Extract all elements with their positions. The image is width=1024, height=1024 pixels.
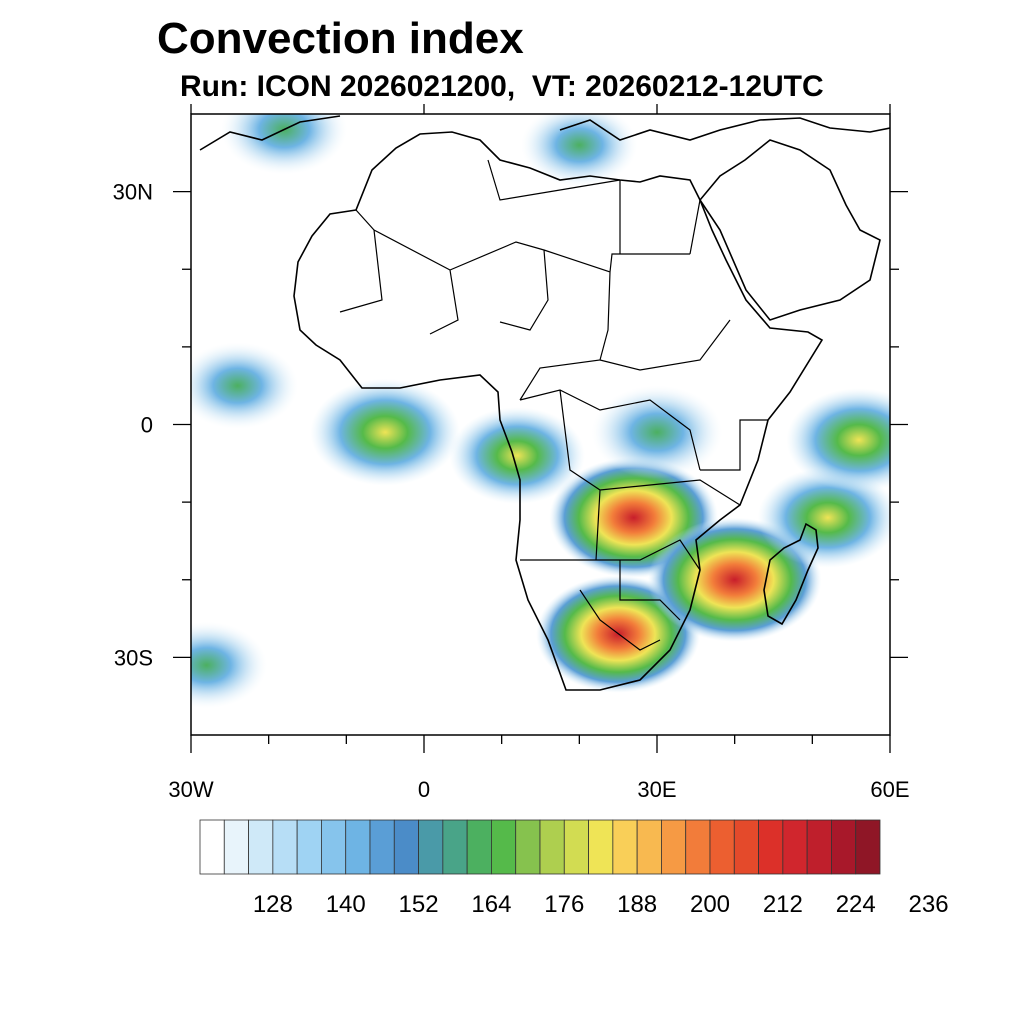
coastlines-borders [199, 115, 890, 691]
lon-tick-label: 0 [418, 777, 430, 802]
convection-eastern-med [521, 114, 638, 187]
colorbar-swatch [539, 819, 565, 875]
colorbar-swatch [248, 819, 274, 875]
colorbar-label: 212 [763, 891, 803, 918]
africa-coastline [293, 131, 824, 691]
colorbar-swatch [612, 819, 638, 875]
lon-tick-label: 30E [637, 777, 676, 802]
convection-lake-region [591, 385, 723, 479]
colorbar-label: 140 [326, 891, 366, 918]
colorbar-swatch [223, 819, 249, 875]
colorbar-swatch [515, 819, 541, 875]
colorbar-swatch [272, 819, 298, 875]
colorbar-swatch [466, 819, 492, 875]
lat-tick-label: 30N [113, 180, 153, 205]
colorbar-swatch [733, 819, 759, 875]
colorbar-swatch [321, 819, 347, 875]
colorbar-swatch [296, 819, 322, 875]
colorbar-swatch [709, 819, 735, 875]
convection-mediterranean-north [221, 114, 348, 175]
arabia-coastline [699, 139, 881, 321]
convection-madagascar-east [757, 467, 890, 568]
colorbar-swatch [563, 819, 589, 875]
colorbar-label: 200 [690, 891, 730, 918]
colorbar-label: 236 [909, 891, 949, 918]
axis-ticks: 30W 0 30E 60E 30N 0 30S [113, 104, 910, 802]
country-borders [339, 159, 768, 651]
europe-coastline [199, 115, 890, 151]
convection-gulf-of-guinea [310, 378, 461, 486]
lat-tick-label: 0 [141, 413, 153, 438]
lon-tick-label: 30W [168, 777, 213, 802]
colorbar: 128 140 152 164 176 188 200 212 224 236 [199, 819, 949, 918]
colorbar-swatch [685, 819, 711, 875]
colorbar-label: 152 [399, 891, 439, 918]
convection-congo-basin [449, 407, 585, 504]
colorbar-label: 128 [253, 891, 293, 918]
colorbar-swatch [418, 819, 444, 875]
colorbar-label: 164 [471, 891, 511, 918]
convection-atlantic-west [191, 342, 299, 429]
colorbar-swatch [442, 819, 468, 875]
colorbar-swatch [491, 819, 517, 875]
colorbar-swatch [806, 819, 832, 875]
colorbar-label: 224 [836, 891, 876, 918]
colorbar-swatch [782, 819, 808, 875]
colorbar-swatch [588, 819, 614, 875]
map-subtitle: Run: ICON 2026021200, VT: 20260212-12UTC [180, 70, 824, 103]
colorbar-label: 188 [617, 891, 657, 918]
convection-south-atlantic-sw [191, 621, 268, 709]
convection-indian-ocean-ne [786, 388, 890, 492]
colorbar-swatch [345, 819, 371, 875]
colorbar-swatch [393, 819, 419, 875]
madagascar-coastline [763, 522, 819, 626]
colorbar-label: 176 [544, 891, 584, 918]
colorbar-swatch [831, 819, 857, 875]
lon-tick-label: 60E [870, 777, 909, 802]
colorbar-swatch [855, 819, 881, 875]
map-title: Convection index [157, 14, 524, 63]
colorbar-swatch [636, 819, 662, 875]
lat-tick-label: 30S [114, 645, 153, 670]
colorbar-swatch [758, 819, 784, 875]
colorbar-swatch [199, 819, 225, 875]
colorbar-swatch [661, 819, 687, 875]
colorbar-swatch [369, 819, 395, 875]
convection-field [191, 114, 890, 709]
